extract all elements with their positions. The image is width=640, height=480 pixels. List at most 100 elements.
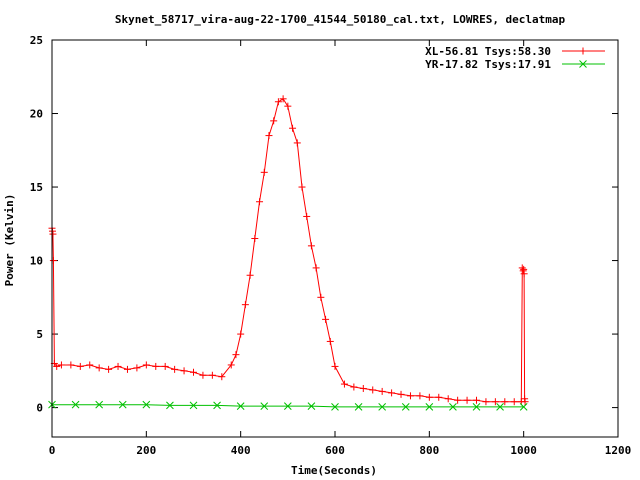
data-point [298, 183, 306, 191]
legend-entry-label: XL-56.81 Tsys:58.30 [425, 45, 551, 58]
data-point [236, 402, 245, 410]
data-point [378, 403, 387, 411]
data-point [190, 368, 197, 376]
legend-marker [579, 47, 587, 55]
x-tick-label: 1000 [510, 444, 537, 457]
data-point [133, 364, 141, 372]
data-point [142, 400, 151, 409]
data-point [246, 271, 254, 279]
data-point [283, 402, 292, 410]
data-point [520, 270, 528, 278]
data-point [260, 168, 268, 176]
data-point [208, 371, 216, 379]
x-tick-label: 400 [231, 444, 251, 457]
y-tick-label: 20 [30, 108, 43, 121]
x-tick-label: 1200 [605, 444, 632, 457]
data-point [496, 403, 504, 411]
x-tick-label: 200 [136, 444, 156, 457]
data-point [118, 400, 127, 409]
data-point [256, 198, 264, 206]
x-axis-label: Time(Seconds) [291, 464, 377, 477]
data-point [307, 242, 315, 250]
data-point [123, 365, 131, 373]
data-point [435, 393, 443, 401]
data-point [501, 398, 509, 406]
data-point [454, 396, 462, 404]
data-point [369, 386, 377, 394]
data-point [227, 361, 235, 369]
data-point [326, 337, 334, 345]
data-point [425, 403, 434, 411]
data-point [279, 95, 287, 103]
data-point [473, 396, 480, 404]
axis-ticks: 0 200 400 600 800 1000 1200 0 5 10 15 20 25 [30, 34, 632, 457]
data-point [519, 403, 528, 411]
data-point [105, 365, 113, 373]
data-point [401, 403, 410, 411]
y-tick-label: 25 [30, 34, 43, 47]
data-point [199, 371, 207, 379]
data-point [265, 132, 273, 140]
y-tick-label: 15 [30, 181, 43, 194]
data-point [463, 396, 471, 404]
data-point [425, 393, 433, 401]
x-tick-label: 0 [49, 444, 56, 457]
data-point [67, 361, 75, 369]
data-point [260, 402, 269, 410]
data-point [359, 384, 367, 392]
data-point [270, 117, 278, 125]
data-point [95, 400, 104, 409]
data-point [397, 390, 405, 398]
data-point [166, 401, 174, 410]
data-point [416, 392, 424, 400]
data-point [284, 102, 292, 110]
data-point [57, 361, 65, 369]
data-point [274, 98, 282, 106]
data-point [303, 212, 311, 220]
data-point [180, 367, 188, 375]
y-tick-label: 0 [36, 402, 43, 415]
data-point [171, 365, 179, 373]
data-point [317, 293, 325, 301]
data-point [213, 401, 221, 410]
data-point [86, 361, 94, 369]
data-point [388, 389, 396, 397]
data-point [142, 361, 150, 369]
legend-marker [579, 60, 587, 68]
data-point [491, 398, 499, 406]
data-point [218, 373, 226, 381]
data-point [354, 403, 363, 411]
data-point [237, 330, 245, 338]
data-point [53, 362, 61, 370]
x-tick-label: 600 [325, 444, 345, 457]
y-tick-label: 10 [30, 255, 43, 268]
data-point [293, 139, 301, 147]
data-point [331, 403, 339, 411]
data-point [232, 351, 240, 359]
data-point [331, 362, 339, 370]
data-point [71, 400, 80, 409]
data-point [161, 362, 169, 370]
data-point [472, 403, 481, 411]
plot-frame [51, 39, 619, 438]
data-point [521, 398, 529, 406]
data-point [449, 403, 457, 411]
series-1 [48, 95, 529, 406]
data-point [444, 395, 452, 403]
data-point [49, 230, 57, 238]
data-point [340, 380, 348, 388]
data-point [510, 398, 518, 406]
data-point [189, 401, 198, 410]
data-point [114, 362, 122, 370]
data-point [406, 392, 414, 400]
legend-entry-label: YR-17.82 Tsys:17.91 [425, 58, 551, 71]
data-point [289, 124, 297, 132]
data-point [49, 257, 57, 265]
data-point [350, 383, 358, 391]
data-point [76, 362, 84, 370]
data-point [95, 364, 103, 372]
series-2 [48, 400, 528, 411]
